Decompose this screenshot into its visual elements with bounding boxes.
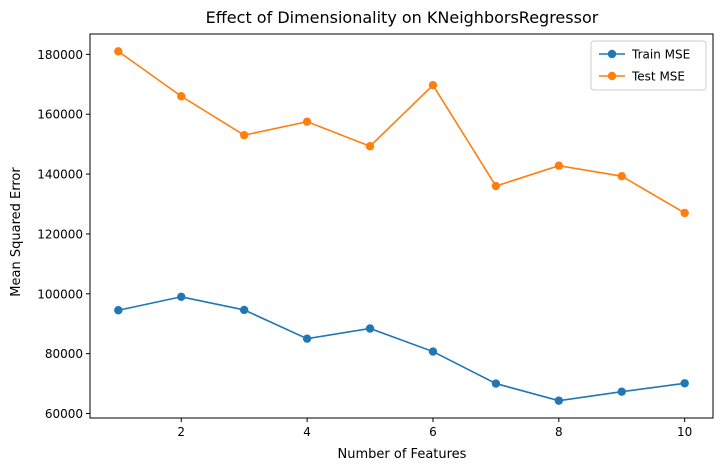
- chart-title: Effect of Dimensionality on KNeighborsRe…: [206, 8, 599, 27]
- x-tick-label: 10: [677, 425, 692, 439]
- series-line-1: [117, 50, 686, 214]
- data-point: [617, 171, 626, 181]
- data-point: [428, 347, 438, 356]
- y-tick-label: 180000: [37, 48, 83, 62]
- data-point: [302, 334, 312, 343]
- legend-marker: [607, 71, 617, 81]
- data-point: [491, 379, 501, 388]
- y-tick-label: 140000: [37, 168, 83, 182]
- legend-marker: [607, 49, 617, 59]
- data-point: [554, 161, 564, 170]
- legend-label: Test MSE: [631, 70, 685, 84]
- y-tick-label: 60000: [45, 407, 83, 421]
- data-point: [680, 379, 689, 388]
- y-tick-label: 80000: [45, 347, 83, 361]
- axes-frame: [89, 33, 714, 419]
- data-point: [239, 130, 249, 140]
- data-point: [365, 324, 375, 333]
- x-axis-label: Number of Features: [338, 447, 467, 462]
- data-point: [680, 208, 689, 218]
- data-point: [114, 306, 123, 315]
- data-point: [554, 396, 564, 405]
- data-point: [177, 92, 186, 101]
- plot-area: [114, 47, 689, 405]
- y-axis-label: Mean Squared Error: [9, 167, 24, 297]
- data-point: [491, 181, 501, 191]
- data-point: [428, 80, 438, 90]
- x-tick-label: 4: [303, 425, 311, 439]
- data-point: [365, 142, 375, 151]
- y-tick-label: 160000: [37, 108, 83, 122]
- x-tick-label: 2: [177, 425, 185, 439]
- y-tick-label: 100000: [37, 287, 83, 301]
- series-line-0: [118, 295, 685, 402]
- data-point: [114, 47, 123, 56]
- legend: Train MSE Test MSE: [590, 40, 707, 91]
- x-tick-label: 8: [555, 425, 563, 439]
- y-tick-label: 120000: [37, 227, 83, 241]
- legend-label: Train MSE: [631, 48, 690, 62]
- x-tick-label: 6: [429, 425, 437, 439]
- data-point: [617, 387, 626, 396]
- data-point: [239, 305, 249, 315]
- data-point: [177, 292, 186, 301]
- data-point: [302, 117, 312, 126]
- axes: 2 4 6 8 10 60000 80000 100000 120000 140000 160000…: [37, 33, 714, 439]
